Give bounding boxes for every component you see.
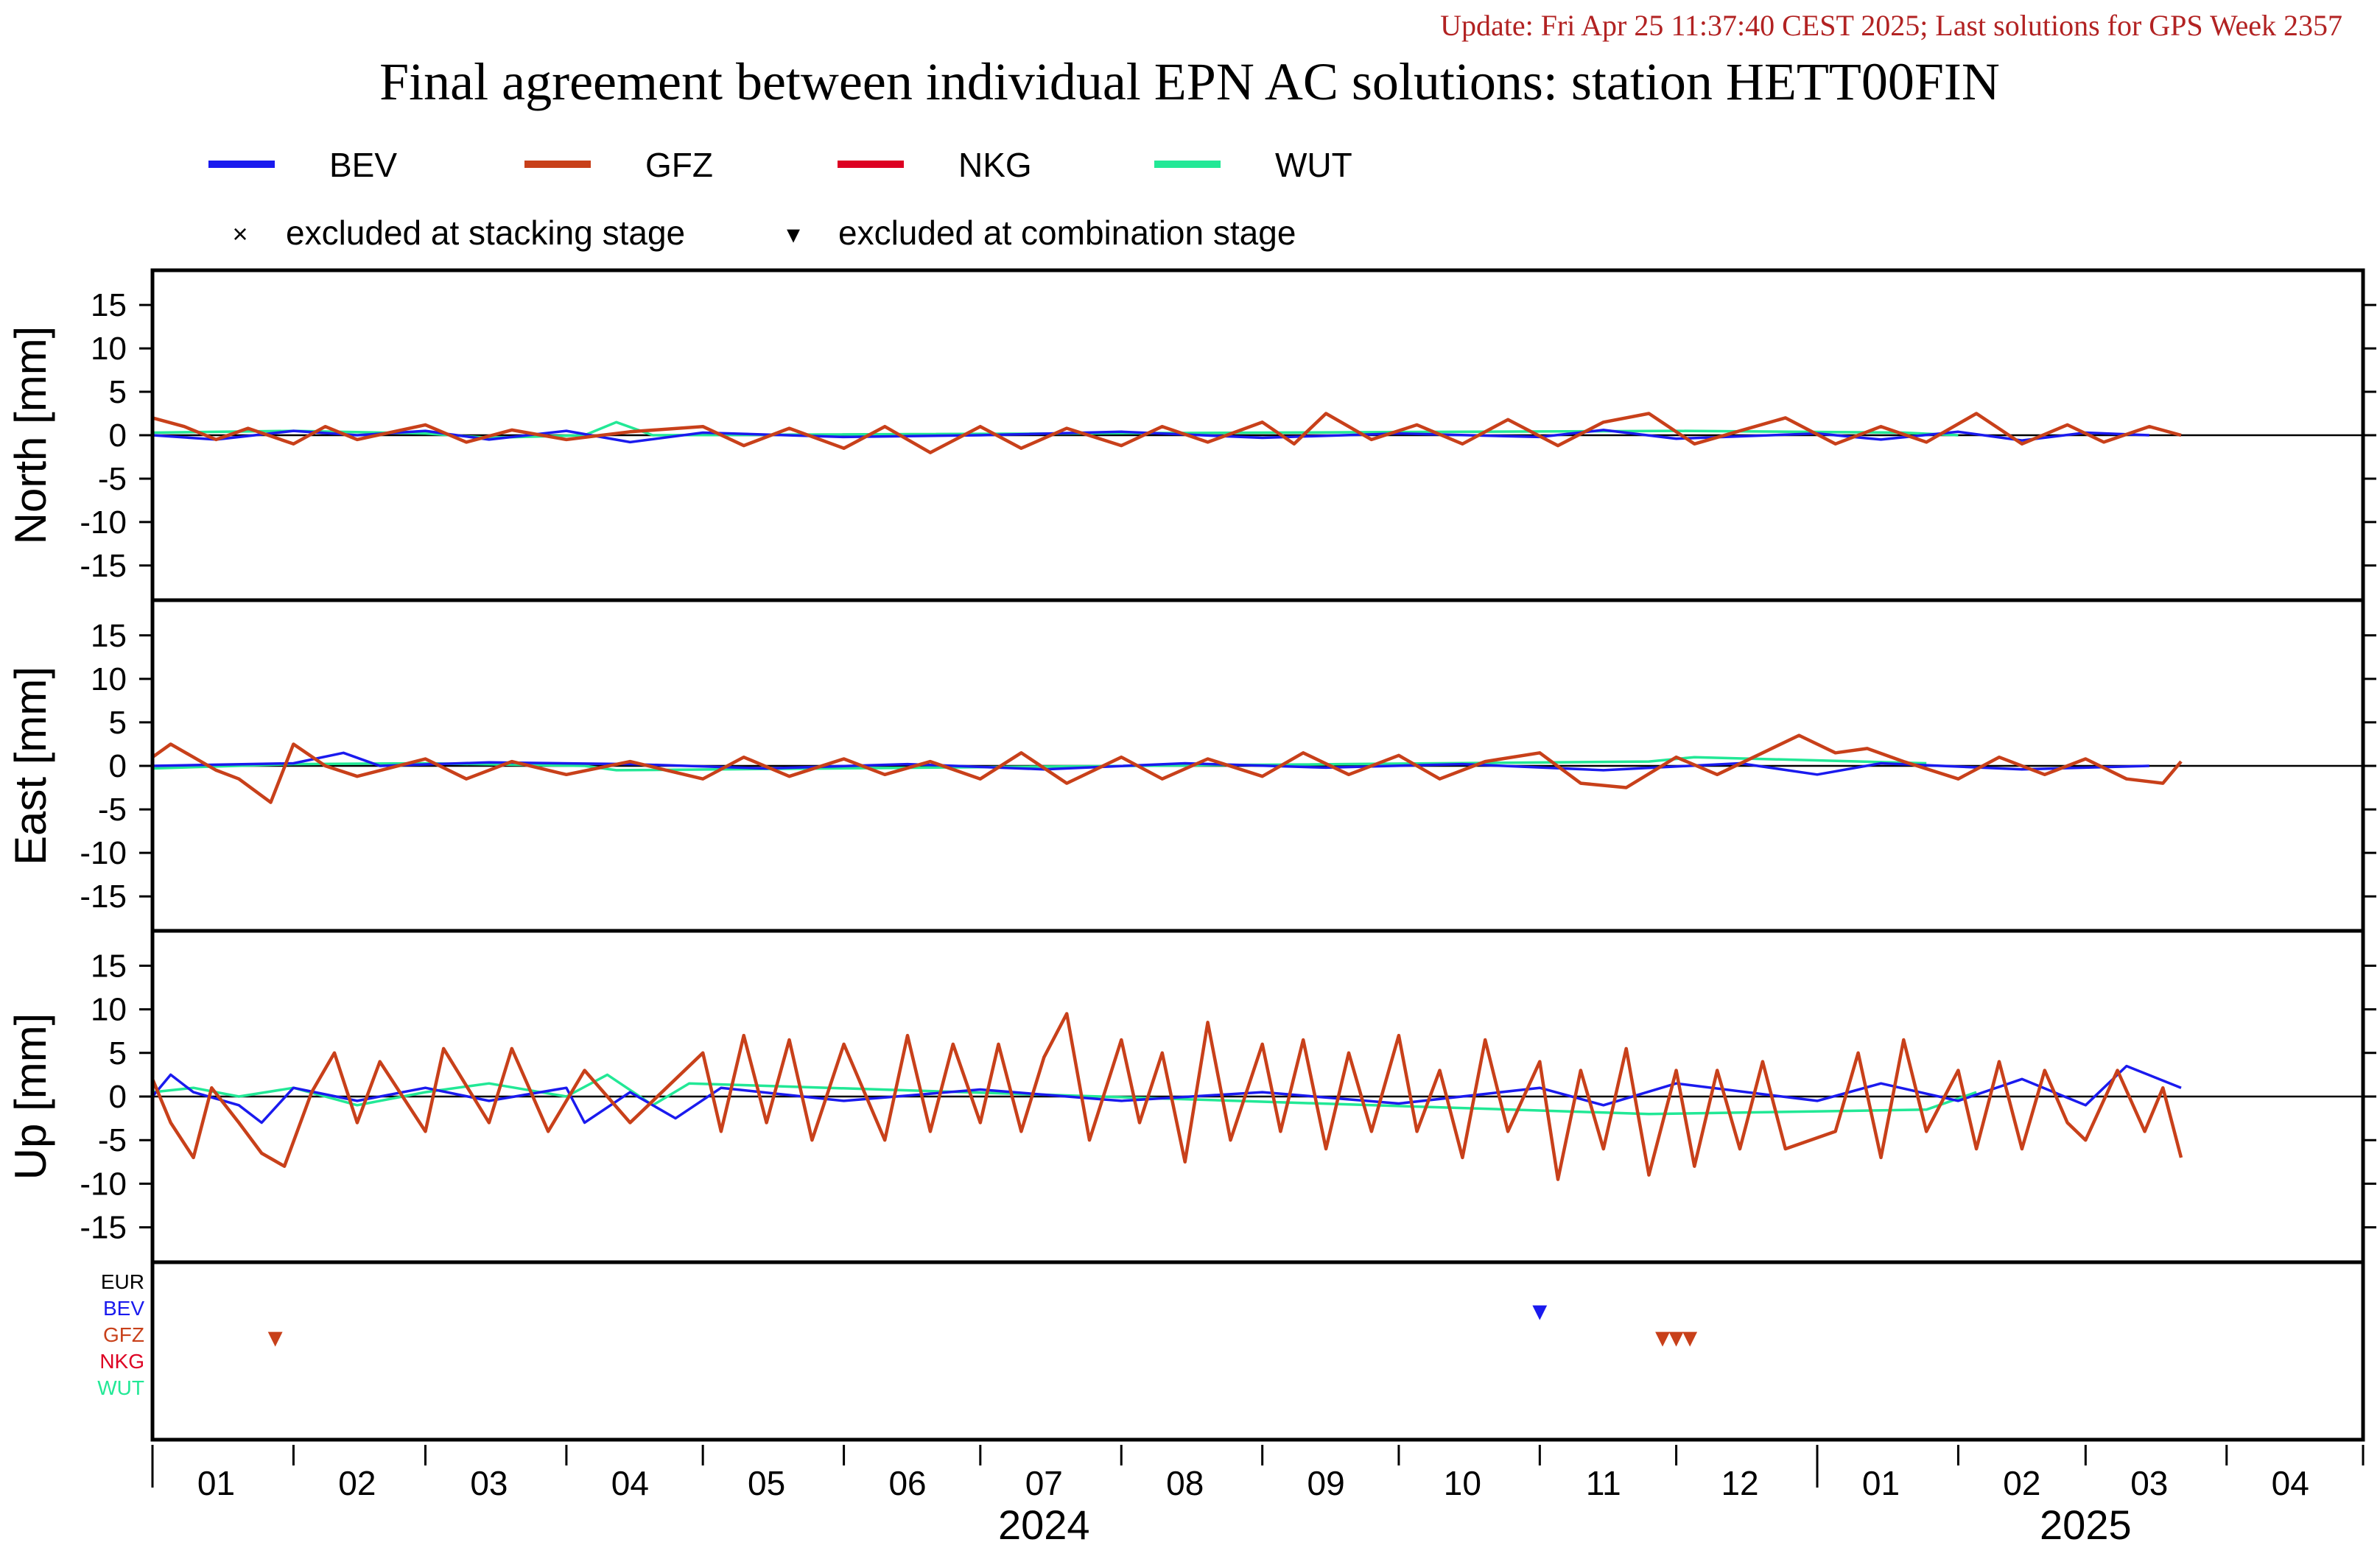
x-tick-label: 02 [338, 1464, 376, 1502]
legend-label-gfz: GFZ [645, 146, 713, 184]
y-tick-label: 15 [91, 948, 127, 984]
y-tick-label: -5 [98, 792, 127, 828]
x-tick-label: 08 [1166, 1464, 1204, 1502]
y-tick-label: -15 [80, 1210, 127, 1246]
series-gfz [152, 412, 2182, 454]
y-tick-label: 15 [91, 618, 127, 654]
series-bev [152, 751, 2149, 776]
legend-label-bev: BEV [329, 146, 397, 184]
update-text: Update: Fri Apr 25 11:37:40 CEST 2025; L… [1440, 9, 2342, 42]
legend-label-nkg: NKG [958, 146, 1032, 184]
exclusion-marker: ▾ [1669, 1321, 1684, 1354]
panels: 15 10 5 0 -5 -10 -15 North [mm] 15 10 5 0 -5 -10 -15 Ea… [6, 268, 2376, 1442]
exclusion-row-label: EUR [101, 1270, 144, 1293]
y-tick-label: -10 [80, 1166, 127, 1202]
series-gfz [151, 733, 2183, 804]
y-tick-label: 5 [109, 1035, 127, 1071]
x-tick-label: 02 [2003, 1464, 2040, 1502]
y-tick-label: 0 [109, 418, 127, 454]
exclusion-marker: ▾ [1655, 1321, 1670, 1354]
x-tick-label: 03 [2130, 1464, 2168, 1502]
y-tick-label: 5 [109, 705, 127, 741]
chart-title: Final agreement between individual EPN A… [379, 52, 2000, 111]
x-tick-label: 04 [611, 1464, 649, 1502]
exclusion-row-label: BEV [103, 1297, 144, 1320]
exclusion-row-label: NKG [99, 1350, 144, 1373]
series-wut [152, 1073, 1977, 1116]
x-tick-label: 12 [1721, 1464, 1758, 1502]
legend-label-wut: WUT [1275, 146, 1352, 184]
exclusion-row-label: WUT [97, 1376, 144, 1399]
series-wut [152, 420, 1959, 440]
y-tick-label: -5 [98, 461, 127, 497]
x-tick-label: 06 [888, 1464, 926, 1502]
y-tick-label: 10 [91, 661, 127, 697]
exclusion-marker: ▾ [1682, 1321, 1697, 1354]
x-tick-label: 01 [197, 1464, 235, 1502]
y-tick-label: -15 [80, 879, 127, 915]
x-tick-label: 11 [1586, 1464, 1621, 1502]
series-bev [151, 1064, 2182, 1125]
exclusion-row-label: GFZ [103, 1323, 144, 1346]
legend-marker-label-1: excluded at combination stage [838, 214, 1296, 252]
exclusions-frame [150, 1260, 2365, 1442]
legend-marker-symbol-0: × [232, 219, 248, 249]
exclusion-marker: ▾ [268, 1321, 283, 1354]
y-axis-label: East [mm] [6, 666, 55, 865]
series-gfz [150, 1012, 2183, 1181]
legend: BEV GFZ NKG WUT × excluded at stacking stage ▾… [208, 146, 1352, 252]
legend-marker-label-0: excluded at stacking stage [286, 214, 685, 252]
y-tick-label: 5 [109, 374, 127, 410]
x-tick-label: 05 [748, 1464, 785, 1502]
y-tick-label: 0 [109, 748, 127, 784]
y-tick-label: -5 [98, 1122, 127, 1158]
year-label: 2025 [2040, 1502, 2132, 1545]
x-tick-label: 09 [1307, 1464, 1345, 1502]
y-axis-label: North [mm] [6, 326, 55, 545]
y-tick-label: 10 [91, 992, 127, 1028]
x-axis: 01 02 03 04 05 06 07 08 09 10 11 12 01 02 03 04 2024 2025 [151, 1445, 2365, 1545]
x-tick-label: 10 [1444, 1464, 1481, 1502]
y-tick-label: 0 [109, 1079, 127, 1115]
year-label: 2024 [998, 1502, 1090, 1545]
x-tick-label: 03 [470, 1464, 508, 1502]
exclusion-marker: ▾ [1532, 1295, 1547, 1327]
x-tick-label: 07 [1025, 1464, 1063, 1502]
y-tick-label: 15 [91, 287, 127, 323]
y-tick-label: 10 [91, 331, 127, 367]
x-tick-label: 01 [1862, 1464, 1900, 1502]
legend-marker-symbol-1: ▾ [787, 219, 800, 249]
y-axis-label: Up [mm] [6, 1013, 55, 1180]
y-tick-label: -10 [80, 504, 127, 541]
y-tick-label: -10 [80, 835, 127, 871]
x-tick-label: 04 [2272, 1464, 2309, 1502]
y-tick-label: -15 [80, 548, 127, 584]
